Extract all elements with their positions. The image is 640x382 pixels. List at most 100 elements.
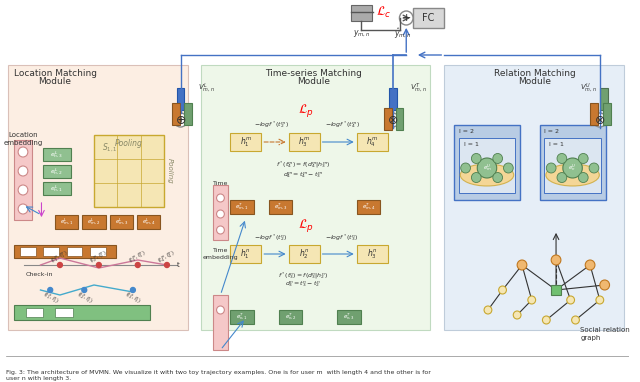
Circle shape (216, 306, 225, 314)
Text: Relation Matching: Relation Matching (494, 68, 575, 78)
Text: $(t_3^n,l_3^n)$: $(t_3^n,l_3^n)$ (124, 290, 143, 306)
FancyBboxPatch shape (351, 5, 372, 21)
FancyBboxPatch shape (230, 245, 261, 263)
Circle shape (18, 185, 28, 195)
Circle shape (551, 255, 561, 265)
Text: $S_{1,1}$: $S_{1,1}$ (102, 142, 118, 154)
Circle shape (472, 173, 481, 183)
Text: $\otimes$: $\otimes$ (594, 113, 605, 126)
Text: $e^U_m$: $e^U_m$ (483, 163, 492, 173)
Text: $e^T_{n,1}$: $e^T_{n,1}$ (236, 312, 248, 322)
FancyBboxPatch shape (212, 295, 228, 350)
Text: Fig. 3: The architecture of MVMN. We visualize it with two toy trajectory exampl: Fig. 3: The architecture of MVMN. We vis… (6, 371, 431, 376)
Text: $-logf^*(t_2^n)$: $-logf^*(t_2^n)$ (254, 233, 288, 243)
FancyBboxPatch shape (289, 133, 319, 151)
FancyBboxPatch shape (201, 65, 429, 330)
Text: $-logf^*(t_2^m)$: $-logf^*(t_2^m)$ (253, 120, 289, 130)
Circle shape (216, 226, 225, 234)
Text: $h_4^m$: $h_4^m$ (366, 135, 378, 149)
Ellipse shape (460, 164, 514, 186)
Text: $e^L_{m,4}$: $e^L_{m,4}$ (142, 217, 155, 227)
FancyBboxPatch shape (459, 138, 515, 193)
FancyBboxPatch shape (44, 247, 59, 256)
Text: $e^T_{n,2}$: $e^T_{n,2}$ (285, 312, 296, 322)
Text: $e^T_{m,3}$: $e^T_{m,3}$ (274, 202, 287, 212)
Text: $e^L_{n,1}$: $e^L_{n,1}$ (51, 183, 63, 194)
Text: $\mathcal{L}_p$: $\mathcal{L}_p$ (298, 102, 314, 118)
Text: $(t_2^m,l_2^m)$: $(t_2^m,l_2^m)$ (88, 248, 109, 266)
Text: $h_3^n$: $h_3^n$ (367, 247, 378, 261)
Text: Time: Time (212, 248, 228, 253)
FancyBboxPatch shape (545, 138, 601, 193)
Text: $e^L_{n,2}$: $e^L_{n,2}$ (51, 167, 63, 176)
Circle shape (557, 154, 567, 163)
FancyBboxPatch shape (55, 308, 72, 317)
Text: embedding: embedding (3, 140, 43, 146)
FancyBboxPatch shape (356, 245, 388, 263)
FancyBboxPatch shape (44, 148, 70, 161)
Circle shape (131, 288, 135, 293)
FancyBboxPatch shape (551, 285, 561, 295)
FancyBboxPatch shape (90, 247, 106, 256)
Text: $(t_1^n,l_1^n)$: $(t_1^n,l_1^n)$ (40, 290, 60, 306)
Text: l = 2: l = 2 (459, 128, 474, 133)
FancyBboxPatch shape (388, 88, 397, 110)
Circle shape (579, 154, 588, 163)
Text: l = 1: l = 1 (549, 141, 564, 147)
Circle shape (517, 260, 527, 270)
Text: l = 1: l = 1 (463, 141, 479, 147)
Text: Module: Module (38, 76, 72, 86)
Text: $-logf^*(t_3^n)$: $-logf^*(t_3^n)$ (325, 233, 359, 243)
Text: embedding: embedding (203, 256, 238, 261)
Text: Time-series Matching: Time-series Matching (266, 68, 362, 78)
Text: Location Matching: Location Matching (13, 68, 97, 78)
Text: Module: Module (298, 76, 330, 86)
Circle shape (48, 288, 52, 293)
Circle shape (216, 194, 225, 202)
Circle shape (477, 158, 497, 178)
Text: $V^U_{m,n}$: $V^U_{m,n}$ (580, 81, 597, 94)
Text: $e^L_{m,3}$: $e^L_{m,3}$ (115, 217, 128, 227)
Text: $(t_1^m,l_1^m)$: $(t_1^m,l_1^m)$ (49, 248, 70, 266)
FancyBboxPatch shape (94, 135, 164, 207)
Text: $\oplus$: $\oplus$ (175, 113, 186, 126)
Text: $\mathcal{L}_p$: $\mathcal{L}_p$ (298, 217, 314, 233)
Circle shape (572, 316, 579, 324)
Circle shape (174, 113, 188, 127)
Ellipse shape (546, 164, 599, 186)
Text: $d_4^m = t_4^m - t_3^m$: $d_4^m = t_4^m - t_3^m$ (283, 170, 323, 180)
Circle shape (600, 280, 609, 290)
FancyBboxPatch shape (603, 103, 611, 125)
Text: $(t_2^n,l_2^n)$: $(t_2^n,l_2^n)$ (75, 290, 94, 306)
FancyBboxPatch shape (14, 305, 150, 320)
Text: +: + (401, 13, 411, 23)
FancyBboxPatch shape (230, 200, 253, 214)
FancyBboxPatch shape (44, 165, 70, 178)
Circle shape (18, 147, 28, 157)
Circle shape (493, 154, 502, 163)
FancyBboxPatch shape (454, 125, 520, 200)
Text: $e^U_n$: $e^U_n$ (568, 163, 577, 173)
Circle shape (589, 163, 599, 173)
Text: $e^T_{n,3}$: $e^T_{n,3}$ (343, 312, 355, 322)
FancyBboxPatch shape (444, 65, 624, 330)
Text: FC: FC (422, 13, 435, 23)
Text: $e^T_{m,1}$: $e^T_{m,1}$ (236, 202, 248, 212)
FancyBboxPatch shape (384, 108, 392, 130)
FancyBboxPatch shape (590, 103, 598, 125)
Text: $d_3^n = t_3^n - t_2^n$: $d_3^n = t_3^n - t_2^n$ (285, 279, 321, 289)
Circle shape (484, 306, 492, 314)
Text: Location: Location (8, 132, 38, 138)
Text: $e^L_{m,1}$: $e^L_{m,1}$ (60, 217, 74, 227)
Text: $e^L_{n,3}$: $e^L_{n,3}$ (51, 149, 63, 160)
Circle shape (513, 311, 521, 319)
FancyBboxPatch shape (172, 103, 180, 125)
Circle shape (58, 262, 62, 267)
Text: user n with length 3.: user n with length 3. (6, 376, 72, 381)
Circle shape (528, 296, 536, 304)
Circle shape (567, 296, 575, 304)
FancyBboxPatch shape (184, 103, 192, 125)
Circle shape (547, 163, 556, 173)
FancyBboxPatch shape (269, 200, 292, 214)
FancyBboxPatch shape (83, 215, 106, 229)
